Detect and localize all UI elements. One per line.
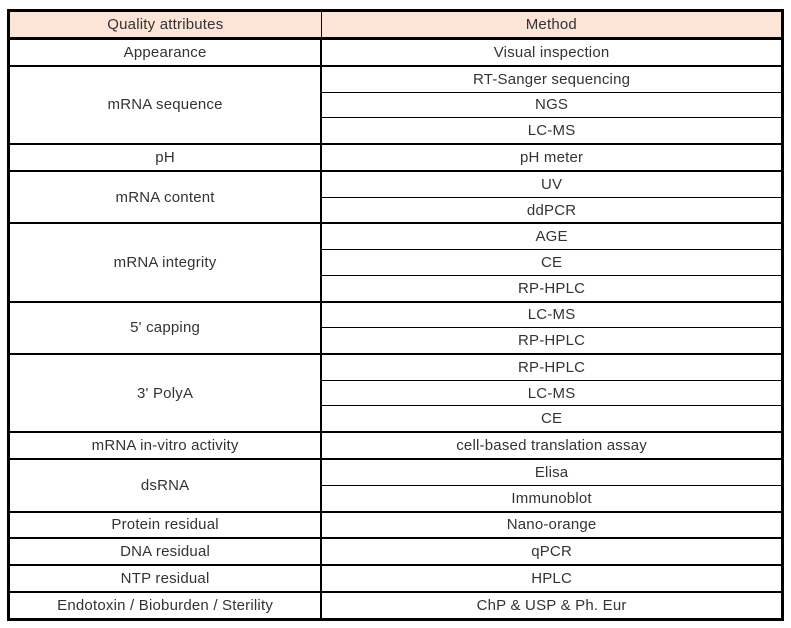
table-row: 5' capping LC-MS [8,300,784,355]
quality-attribute-cell: Appearance [8,37,323,67]
method-cell: cell-based translation assay [320,431,784,460]
quality-attribute-cell: DNA residual [8,537,323,566]
method-cell: LC-MS [320,379,784,407]
method-cell: ChP & USP & Ph. Eur [320,590,784,621]
method-cell: RP-HPLC [320,353,784,381]
quality-attribute-cell: mRNA in-vitro activity [8,431,323,460]
table-row: NGS [9,91,784,119]
quality-attribute-cell: pH [8,143,323,172]
quality-attributes-method-table: Quality attributes Method Appearance Visu… [7,9,784,621]
quality-attribute-cell: dsRNA [8,458,323,513]
quality-attribute-cell: mRNA content [8,169,323,224]
table-row: dsRNA Elisa [8,458,784,513]
table-row: pH pH meter [8,143,784,172]
table-row: DNA residual qPCR [8,537,784,566]
method-cell: CE [320,249,784,276]
method-cell: RP-HPLC [320,274,784,303]
method-cell: Visual inspection [320,37,784,67]
method-cell: qPCR [320,537,784,566]
quality-attribute-cell: mRNA sequence [8,64,323,145]
table-row: mRNA sequence RT-Sanger sequencing [8,64,784,145]
method-cell: Immunoblot [320,484,784,513]
header-row: Quality attributes Method [8,10,784,40]
header-method: Method [320,10,784,40]
method-cell: AGE [320,222,784,251]
method-cell: CE [320,405,784,433]
table-row: Protein residual Nano-orange [8,510,784,539]
method-cell: LC-MS [320,300,784,329]
table-row: 3' PolyA RP-HPLC [8,353,784,433]
quality-attribute-cell: 3' PolyA [8,353,323,433]
method-cell: NGS [320,91,784,119]
quality-attribute-cell: mRNA integrity [8,222,323,303]
method-cell: RP-HPLC [320,327,784,355]
table-row: LC-MS [9,117,784,145]
table-row: LC-MS [9,379,784,407]
method-cell: pH meter [320,143,784,172]
method-cell: Elisa [320,458,784,486]
method-cell: Nano-orange [320,510,784,539]
method-cell: RT-Sanger sequencing [320,64,784,93]
quality-attribute-cell: Protein residual [8,510,323,539]
table-row: mRNA content UV [8,169,784,224]
table-row: CE [9,405,784,433]
table-row: Immunoblot [9,484,784,513]
header-quality-attributes: Quality attributes [8,10,322,40]
method-cell: UV [320,169,784,198]
quality-attributes-table-container: Quality attributes Method Appearance Visu… [7,9,784,621]
method-cell: HPLC [320,564,784,593]
quality-attribute-cell: 5' capping [8,300,323,355]
table-row: Endotoxin / Bioburden / Sterility ChP & U… [8,590,784,621]
quality-attribute-cell: Endotoxin / Bioburden / Sterility [8,590,323,621]
quality-attribute-cell: NTP residual [8,564,323,593]
table-row: CE [9,249,784,276]
method-cell: ddPCR [320,196,784,224]
table-row: NTP residual HPLC [8,564,784,593]
table-row: mRNA in-vitro activity cell-based transla… [8,431,784,460]
table-row: mRNA integrity AGE [8,222,784,303]
table-row: Appearance Visual inspection [8,37,784,67]
method-cell: LC-MS [320,117,784,145]
